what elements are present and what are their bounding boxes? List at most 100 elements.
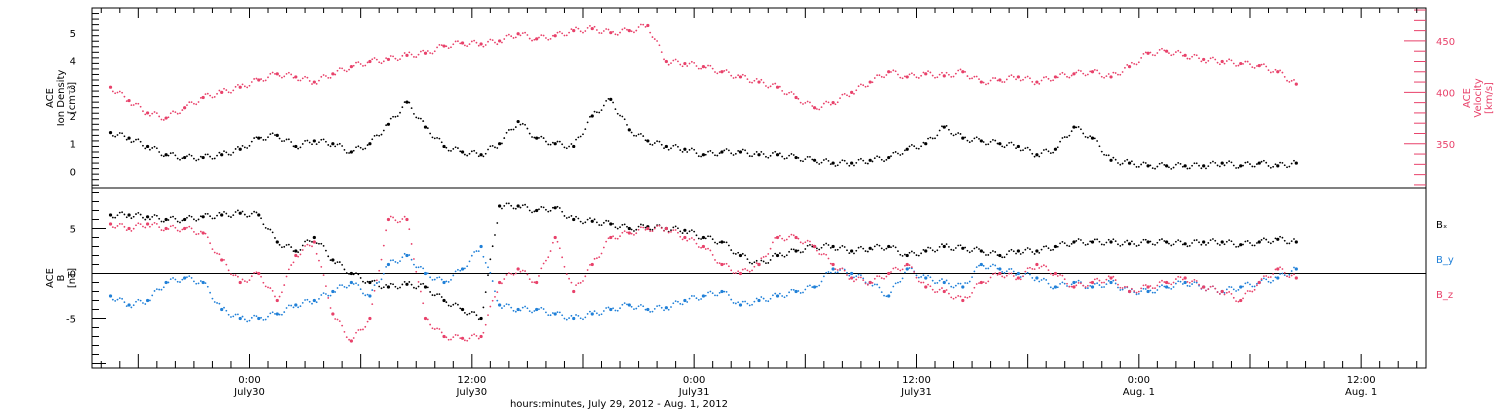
velocity-point-fill: [213, 96, 216, 98]
velocity-point-fill: [1244, 60, 1247, 63]
field-0-point-fill: [700, 238, 703, 240]
density-point: [1276, 164, 1280, 168]
velocity-point-fill: [155, 112, 158, 115]
density-point: [1016, 144, 1020, 149]
field-2-point: [609, 235, 613, 240]
velocity-point-fill: [431, 52, 434, 55]
density-point: [257, 136, 261, 140]
density-point-fill: [1077, 125, 1080, 128]
field-2-point-fill: [162, 229, 165, 232]
field-0-point-fill: [507, 202, 510, 205]
field-1-point-fill: [144, 303, 147, 305]
field-2-point-fill: [848, 278, 851, 280]
velocity-point: [164, 116, 168, 120]
velocity-point: [201, 95, 205, 100]
field-1-point-fill: [186, 276, 188, 279]
field-1-point: [572, 316, 576, 321]
velocity-point-fill: [1019, 79, 1022, 82]
velocity-point-fill: [209, 94, 212, 97]
field-0-point-fill: [913, 251, 916, 254]
field-0-point-fill: [1047, 247, 1050, 250]
field-0-point-fill: [283, 245, 286, 248]
field-2-point-fill: [473, 333, 476, 336]
density-point-fill: [401, 106, 404, 109]
field-0-point-fill: [860, 245, 862, 248]
field-0-point: [794, 249, 798, 253]
density-point-fill: [985, 143, 987, 146]
field-1-point-fill: [621, 303, 624, 306]
field-0-point-fill: [1103, 243, 1105, 246]
velocity-point-fill: [503, 38, 506, 40]
velocity-point-fill: [366, 61, 369, 64]
field-0-point-fill: [408, 281, 411, 283]
field-0-point-fill: [871, 248, 874, 251]
velocity-point-fill: [1144, 51, 1147, 54]
field-0-point-fill: [767, 262, 770, 264]
field-1-point-fill: [1005, 270, 1008, 273]
field-1-point-fill: [679, 302, 682, 305]
velocity-point: [850, 90, 854, 94]
velocity-point-fill: [234, 85, 237, 88]
field-0-point-fill: [246, 215, 249, 218]
field-1-point-fill: [1179, 280, 1182, 283]
field-0-point-fill: [426, 286, 429, 289]
velocity-point-fill: [1038, 82, 1041, 85]
density-point-fill: [260, 136, 262, 139]
field-2-point-fill: [1031, 268, 1034, 270]
density-point-fill: [114, 135, 117, 138]
field-1-point-fill: [1251, 285, 1254, 288]
field-2-point: [905, 262, 909, 267]
field-0-point: [516, 204, 520, 208]
field-1-point-fill: [987, 267, 990, 270]
velocity-point-fill: [964, 70, 967, 73]
velocity-point-fill: [670, 62, 672, 65]
field-2-point-fill: [644, 228, 647, 231]
density-point-fill: [709, 150, 712, 152]
velocity-point-fill: [901, 77, 904, 80]
field-1-point-fill: [301, 301, 304, 304]
field-0-point-fill: [301, 244, 304, 247]
field-1-point-fill: [1256, 282, 1258, 285]
field-0-point-fill: [475, 314, 478, 317]
field-0-point: [1127, 242, 1132, 246]
field-0-point-fill: [714, 241, 716, 244]
density-point-fill: [762, 153, 765, 155]
field-1-point-fill: [778, 292, 781, 295]
field-0-point-fill: [929, 247, 932, 249]
field-2-point: [275, 298, 279, 303]
field-0-point-fill: [325, 249, 327, 252]
velocity-point-fill: [558, 30, 561, 33]
field-2-point-fill: [287, 268, 290, 271]
field-1-point-fill: [623, 302, 626, 305]
velocity-point-fill: [862, 84, 865, 87]
field-2-point-fill: [1207, 288, 1210, 290]
velocity-point-fill: [325, 75, 327, 77]
density-point-fill: [1080, 128, 1082, 131]
field-1-point-fill: [825, 271, 828, 274]
velocity-point-fill: [169, 112, 172, 115]
density-point-fill: [1181, 165, 1184, 168]
field-2-point-fill: [475, 335, 478, 337]
density-point-fill: [496, 147, 499, 149]
field-2-point: [423, 316, 428, 321]
field-2-point-fill: [431, 327, 434, 330]
field-2-point-fill: [463, 339, 466, 342]
velocity-point-fill: [598, 31, 601, 34]
field-0-point-fill: [137, 212, 140, 214]
velocity-point: [442, 44, 446, 48]
field-2-point-fill: [433, 328, 436, 330]
velocity-point-fill: [936, 76, 939, 79]
field-2-point-fill: [477, 337, 480, 340]
field-2-point-fill: [496, 291, 499, 294]
density-point-fill: [855, 161, 858, 164]
field-0-point-fill: [1288, 242, 1291, 245]
density-point-fill: [1279, 161, 1281, 164]
field-0-point-fill: [607, 220, 610, 222]
field-1-point-fill: [297, 306, 300, 309]
velocity-point-fill: [1158, 48, 1161, 51]
field-1-point: [831, 267, 835, 271]
field-0-point-fill: [371, 280, 374, 282]
field-0-point-fill: [686, 232, 689, 235]
density-point-fill: [521, 122, 524, 125]
